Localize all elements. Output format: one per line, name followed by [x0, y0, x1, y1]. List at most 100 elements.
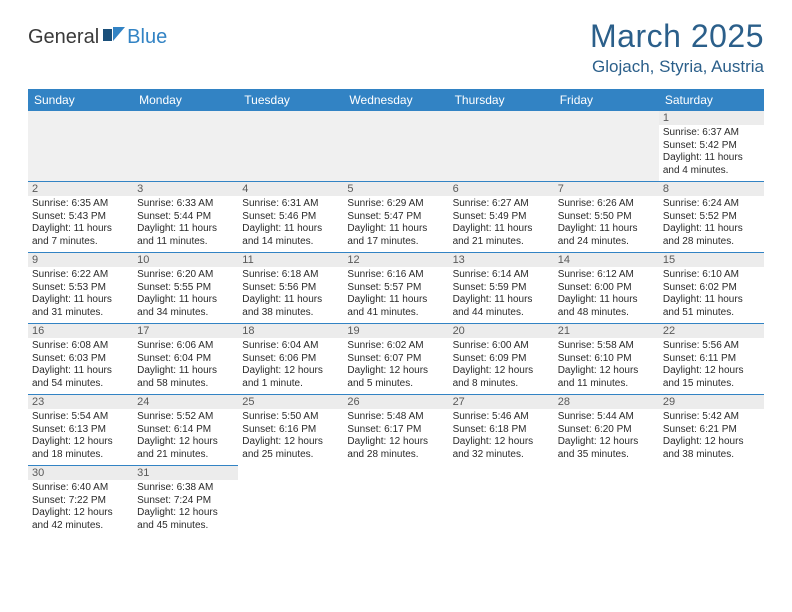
daylight-text: and 38 minutes.: [663, 449, 760, 462]
sunrise-text: Sunrise: 6:35 AM: [32, 198, 129, 211]
daylight-text: and 51 minutes.: [663, 307, 760, 320]
daylight-text: Daylight: 12 hours: [32, 436, 129, 449]
sunrise-text: Sunrise: 6:38 AM: [137, 482, 234, 495]
calendar-row: 23Sunrise: 5:54 AMSunset: 6:13 PMDayligh…: [28, 395, 764, 466]
calendar-cell: 31Sunrise: 6:38 AMSunset: 7:24 PMDayligh…: [133, 466, 238, 537]
daylight-text: and 28 minutes.: [663, 236, 760, 249]
sunset-text: Sunset: 6:17 PM: [347, 424, 444, 437]
day-number: 2: [28, 182, 133, 196]
sunset-text: Sunset: 5:44 PM: [137, 211, 234, 224]
daylight-text: and 41 minutes.: [347, 307, 444, 320]
calendar-cell: 3Sunrise: 6:33 AMSunset: 5:44 PMDaylight…: [133, 182, 238, 253]
daylight-text: and 21 minutes.: [453, 236, 550, 249]
sunset-text: Sunset: 6:07 PM: [347, 353, 444, 366]
sunset-text: Sunset: 5:50 PM: [558, 211, 655, 224]
day-number: 5: [343, 182, 448, 196]
calendar-cell: [133, 111, 238, 182]
day-number: 8: [659, 182, 764, 196]
day-number: 22: [659, 324, 764, 338]
sunset-text: Sunset: 6:06 PM: [242, 353, 339, 366]
sunrise-text: Sunrise: 5:46 AM: [453, 411, 550, 424]
sunrise-text: Sunrise: 6:20 AM: [137, 269, 234, 282]
sunrise-text: Sunrise: 6:26 AM: [558, 198, 655, 211]
day-number: 28: [554, 395, 659, 409]
sunrise-text: Sunrise: 5:48 AM: [347, 411, 444, 424]
daylight-text: and 31 minutes.: [32, 307, 129, 320]
calendar-cell: 8Sunrise: 6:24 AMSunset: 5:52 PMDaylight…: [659, 182, 764, 253]
day-number: 9: [28, 253, 133, 267]
sunrise-text: Sunrise: 5:42 AM: [663, 411, 760, 424]
calendar-cell: 28Sunrise: 5:44 AMSunset: 6:20 PMDayligh…: [554, 395, 659, 466]
sunrise-text: Sunrise: 5:58 AM: [558, 340, 655, 353]
calendar-table: SundayMondayTuesdayWednesdayThursdayFrid…: [28, 89, 764, 536]
calendar-cell: [449, 111, 554, 182]
daylight-text: and 24 minutes.: [558, 236, 655, 249]
sunset-text: Sunset: 7:22 PM: [32, 495, 129, 508]
daylight-text: Daylight: 11 hours: [242, 294, 339, 307]
sunrise-text: Sunrise: 6:37 AM: [663, 127, 760, 140]
daylight-text: Daylight: 11 hours: [663, 152, 760, 165]
daylight-text: and 58 minutes.: [137, 378, 234, 391]
calendar-cell: 7Sunrise: 6:26 AMSunset: 5:50 PMDaylight…: [554, 182, 659, 253]
daylight-text: and 1 minute.: [242, 378, 339, 391]
daylight-text: Daylight: 12 hours: [137, 436, 234, 449]
daylight-text: Daylight: 11 hours: [32, 294, 129, 307]
day-number: 23: [28, 395, 133, 409]
daylight-text: and 15 minutes.: [663, 378, 760, 391]
sunset-text: Sunset: 6:09 PM: [453, 353, 550, 366]
sunrise-text: Sunrise: 6:31 AM: [242, 198, 339, 211]
daylight-text: and 17 minutes.: [347, 236, 444, 249]
daylight-text: and 32 minutes.: [453, 449, 550, 462]
day-number: 13: [449, 253, 554, 267]
daylight-text: and 25 minutes.: [242, 449, 339, 462]
sunset-text: Sunset: 5:53 PM: [32, 282, 129, 295]
sunrise-text: Sunrise: 5:54 AM: [32, 411, 129, 424]
sunrise-text: Sunrise: 6:06 AM: [137, 340, 234, 353]
sunset-text: Sunset: 5:42 PM: [663, 140, 760, 153]
daylight-text: Daylight: 11 hours: [32, 223, 129, 236]
sunrise-text: Sunrise: 6:16 AM: [347, 269, 444, 282]
calendar-row: 9Sunrise: 6:22 AMSunset: 5:53 PMDaylight…: [28, 253, 764, 324]
day-number: 24: [133, 395, 238, 409]
sunrise-text: Sunrise: 6:40 AM: [32, 482, 129, 495]
daylight-text: Daylight: 11 hours: [242, 223, 339, 236]
flag-icon: [103, 27, 125, 48]
sunset-text: Sunset: 6:16 PM: [242, 424, 339, 437]
day-number: 1: [659, 111, 764, 125]
sunset-text: Sunset: 6:00 PM: [558, 282, 655, 295]
calendar-row: 30 Sunrise: 6:40 AMSunset: 7:22 PMDayligh…: [28, 466, 764, 537]
daylight-text: Daylight: 12 hours: [453, 365, 550, 378]
daylight-text: Daylight: 12 hours: [32, 507, 129, 520]
daylight-text: and 35 minutes.: [558, 449, 655, 462]
daylight-text: Daylight: 12 hours: [347, 365, 444, 378]
weekday-header: Friday: [554, 89, 659, 111]
daylight-text: and 11 minutes.: [558, 378, 655, 391]
calendar-cell: 20Sunrise: 6:00 AMSunset: 6:09 PMDayligh…: [449, 324, 554, 395]
daylight-text: and 48 minutes.: [558, 307, 655, 320]
sunrise-text: Sunrise: 6:00 AM: [453, 340, 550, 353]
daylight-text: and 14 minutes.: [242, 236, 339, 249]
calendar-cell: 25Sunrise: 5:50 AMSunset: 6:16 PMDayligh…: [238, 395, 343, 466]
day-number: 30: [28, 466, 133, 480]
calendar-row: 2Sunrise: 6:35 AMSunset: 5:43 PMDaylight…: [28, 182, 764, 253]
sunset-text: Sunset: 6:02 PM: [663, 282, 760, 295]
calendar-cell: 19Sunrise: 6:02 AMSunset: 6:07 PMDayligh…: [343, 324, 448, 395]
calendar-cell: 21Sunrise: 5:58 AMSunset: 6:10 PMDayligh…: [554, 324, 659, 395]
brand-logo: General Blue: [28, 26, 167, 49]
daylight-text: and 21 minutes.: [137, 449, 234, 462]
calendar-cell: 13Sunrise: 6:14 AMSunset: 5:59 PMDayligh…: [449, 253, 554, 324]
sunrise-text: Sunrise: 6:22 AM: [32, 269, 129, 282]
sunrise-text: Sunrise: 6:27 AM: [453, 198, 550, 211]
sunrise-text: Sunrise: 6:33 AM: [137, 198, 234, 211]
calendar-cell: 26Sunrise: 5:48 AMSunset: 6:17 PMDayligh…: [343, 395, 448, 466]
sunrise-text: Sunrise: 6:12 AM: [558, 269, 655, 282]
day-number: 3: [133, 182, 238, 196]
daylight-text: Daylight: 11 hours: [347, 294, 444, 307]
daylight-text: and 7 minutes.: [32, 236, 129, 249]
calendar-cell: 29Sunrise: 5:42 AMSunset: 6:21 PMDayligh…: [659, 395, 764, 466]
calendar-cell: 12Sunrise: 6:16 AMSunset: 5:57 PMDayligh…: [343, 253, 448, 324]
sunset-text: Sunset: 6:04 PM: [137, 353, 234, 366]
daylight-text: and 45 minutes.: [137, 520, 234, 533]
calendar-cell: 27Sunrise: 5:46 AMSunset: 6:18 PMDayligh…: [449, 395, 554, 466]
day-number: 29: [659, 395, 764, 409]
